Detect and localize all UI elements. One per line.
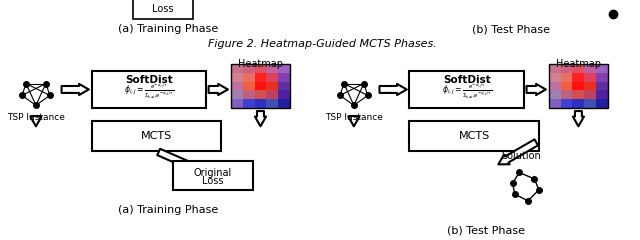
Bar — [243, 99, 255, 108]
Bar — [255, 64, 266, 73]
Bar — [410, 71, 524, 108]
Bar — [596, 82, 608, 90]
Bar — [596, 99, 608, 108]
Bar — [561, 82, 572, 90]
Bar — [561, 99, 572, 108]
Bar — [278, 99, 291, 108]
Bar — [92, 121, 221, 151]
Bar — [596, 90, 608, 99]
Bar — [278, 82, 291, 90]
Bar — [561, 73, 572, 82]
Bar — [92, 71, 206, 108]
Text: (b) Test Phase: (b) Test Phase — [447, 225, 525, 235]
Bar — [243, 64, 255, 73]
Text: TSP Instance: TSP Instance — [325, 113, 383, 122]
Bar — [548, 64, 608, 108]
Bar — [266, 99, 278, 108]
Text: SoftDist: SoftDist — [125, 75, 173, 84]
Bar — [278, 64, 291, 73]
Text: Heatmap: Heatmap — [556, 59, 601, 69]
Bar — [173, 161, 253, 191]
Text: Heatmap: Heatmap — [238, 59, 283, 69]
Text: Original: Original — [194, 168, 232, 178]
Bar — [410, 121, 539, 151]
Bar — [572, 73, 584, 82]
Bar — [561, 90, 572, 99]
Bar — [572, 82, 584, 90]
Bar — [278, 90, 291, 99]
Bar — [243, 90, 255, 99]
Bar — [243, 82, 255, 90]
Text: Figure 2. Heatmap-Guided MCTS Phases.: Figure 2. Heatmap-Guided MCTS Phases. — [208, 39, 436, 49]
Bar — [584, 99, 596, 108]
Bar — [266, 64, 278, 73]
Text: (a) Training Phase: (a) Training Phase — [118, 205, 218, 215]
Bar — [548, 90, 561, 99]
Bar — [255, 99, 266, 108]
Bar — [255, 73, 266, 82]
Text: $\phi_{i,j} = \frac{e^{-d_{i,j}/\tau}}{\Sigma_{k\neq i}e^{-d_{i,k}/\tau}}$: $\phi_{i,j} = \frac{e^{-d_{i,j}/\tau}}{\… — [442, 82, 492, 101]
Bar — [584, 90, 596, 99]
Text: Loss: Loss — [152, 4, 174, 14]
Bar — [572, 99, 584, 108]
Text: (a) Training Phase: (a) Training Phase — [118, 24, 218, 34]
Bar — [133, 0, 193, 19]
Text: MCTS: MCTS — [141, 131, 172, 141]
Bar — [584, 82, 596, 90]
Bar — [255, 82, 266, 90]
Bar — [572, 90, 584, 99]
Bar — [561, 64, 572, 73]
Text: TSP Instance: TSP Instance — [7, 113, 65, 122]
Bar — [266, 73, 278, 82]
Bar — [584, 64, 596, 73]
Text: Solution: Solution — [501, 151, 541, 161]
Bar — [596, 73, 608, 82]
Bar — [548, 73, 561, 82]
Bar — [572, 64, 584, 73]
Bar — [266, 82, 278, 90]
Text: $\phi_{i,j} = \frac{e^{-d_{i,j}/\tau}}{\Sigma_{k\neq i}e^{-d_{i,k}/\tau}}$: $\phi_{i,j} = \frac{e^{-d_{i,j}/\tau}}{\… — [124, 82, 174, 101]
Bar — [230, 99, 243, 108]
Text: SoftDist: SoftDist — [443, 75, 490, 84]
Bar — [230, 64, 243, 73]
Bar — [548, 99, 561, 108]
Bar — [548, 82, 561, 90]
Bar — [230, 64, 291, 108]
Bar — [548, 64, 561, 73]
Bar — [230, 73, 243, 82]
Bar — [278, 73, 291, 82]
Bar — [230, 90, 243, 99]
Text: MCTS: MCTS — [458, 131, 490, 141]
Bar — [266, 90, 278, 99]
Bar — [230, 82, 243, 90]
Bar — [584, 73, 596, 82]
Text: Loss: Loss — [202, 176, 223, 186]
Bar — [596, 64, 608, 73]
Bar — [255, 90, 266, 99]
Text: (b) Test Phase: (b) Test Phase — [472, 24, 550, 34]
Bar — [243, 73, 255, 82]
